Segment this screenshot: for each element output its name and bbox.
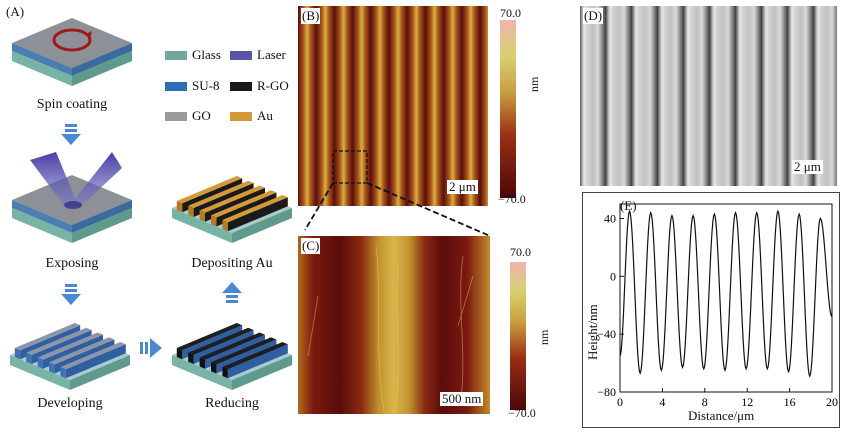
ridge-side — [227, 344, 288, 379]
spin-coating-block — [12, 18, 132, 86]
colorbar-c — [510, 262, 526, 410]
x-tick-label: 4 — [659, 395, 665, 409]
ridge-front — [211, 362, 217, 374]
x-tick-label: 8 — [702, 395, 708, 409]
ridge-top — [199, 185, 265, 213]
legend-item: Laser — [230, 47, 286, 63]
ridge-top — [26, 327, 92, 355]
ridge-top — [60, 342, 126, 370]
ridge-top — [49, 337, 115, 365]
sem-image — [580, 6, 837, 186]
ridge-top — [176, 323, 243, 351]
ridge-front — [60, 367, 66, 379]
ridge-front — [188, 205, 194, 217]
colorbar-b-max: 70.0 — [500, 6, 521, 20]
depositing-block — [172, 176, 292, 243]
x-tick-label: 16 — [784, 395, 796, 409]
ridge-front — [211, 215, 217, 227]
ridge-front — [199, 357, 205, 369]
colorbar-c-unit: nm — [537, 329, 551, 345]
arrow-down-2 — [61, 284, 81, 305]
panel-d-label: (D) — [583, 8, 604, 24]
panel-a-label: (A) — [6, 4, 25, 19]
ridge-side — [227, 197, 288, 232]
legend-swatch-glass — [165, 50, 187, 60]
height-profile-chart: 0 4 8 12 16 20 40 0 −40 −80 — [597, 203, 838, 409]
y-tick-label: 0 — [610, 269, 616, 283]
ridge-front — [222, 367, 228, 379]
panel-e-frame — [582, 192, 840, 428]
ridge-top — [14, 323, 81, 351]
ridge-front — [199, 210, 205, 222]
step-developing: Developing — [37, 396, 103, 411]
ridge-top — [188, 180, 254, 208]
afm-image-zoom — [298, 236, 490, 414]
developing-block — [10, 323, 130, 390]
legend-swatch-rgo — [230, 81, 252, 91]
legend-swatch-laser — [230, 50, 252, 60]
colorbar-b-unit: nm — [527, 76, 541, 92]
ridge-front — [14, 348, 21, 360]
ridge-front — [176, 201, 183, 213]
y-tick-label: −40 — [597, 327, 616, 341]
legend-swatch-au — [230, 111, 252, 121]
colorbar-b — [500, 20, 516, 198]
ridge-top — [222, 195, 288, 223]
ridge-top — [37, 332, 103, 360]
step-reducing: Reducing — [205, 396, 259, 411]
legend-item: Glass — [165, 47, 221, 63]
ridge-top — [176, 176, 243, 204]
legend-swatch-su8 — [165, 81, 187, 91]
panel-e-label: (E) — [620, 198, 637, 213]
ridge-top — [211, 190, 277, 218]
step-exposing: Exposing — [45, 256, 99, 271]
colorbar-b-min: −70.0 — [498, 192, 526, 206]
arrow-down-1 — [61, 124, 81, 145]
ridge-front — [188, 352, 194, 364]
y-tick-label: −80 — [597, 385, 616, 399]
step-depositing-au: Depositing Au — [191, 256, 273, 271]
ridge-front — [37, 357, 43, 369]
legend-item: SU-8 — [165, 78, 219, 94]
fabrication-diagram — [10, 18, 292, 390]
arrow-up — [222, 282, 242, 303]
ridge-top — [199, 332, 265, 360]
ridge-top — [211, 337, 277, 365]
legend-item: GO — [165, 108, 211, 124]
legend-item: Au — [230, 108, 273, 124]
plot-frame — [619, 203, 833, 393]
x-tick-label: 20 — [826, 395, 838, 409]
y-axis-label: Height/nm — [585, 304, 600, 360]
reducing-block — [172, 323, 292, 390]
scale-bar-c: 500 nm — [440, 391, 484, 406]
x-axis-label: Distance/μm — [688, 408, 755, 423]
ridge-top — [188, 327, 254, 355]
exposing-block — [12, 152, 132, 243]
scale-bar-b: 2 μm — [447, 179, 478, 194]
panel-b-label: (B) — [301, 8, 321, 24]
ridge-front — [176, 348, 183, 360]
colorbar-c-min: −70.0 — [508, 406, 536, 420]
ridge-top — [222, 342, 288, 370]
x-tick-label: 0 — [617, 395, 623, 409]
afm-image-large — [298, 6, 488, 206]
scale-bar-d: 2 μm — [792, 159, 823, 174]
step-spin-coating: Spin coating — [36, 97, 108, 112]
ridge-side — [65, 344, 126, 379]
ridge-front — [26, 352, 32, 364]
arrow-right — [140, 338, 162, 358]
ridge-front — [49, 362, 55, 374]
legend-item: R-GO — [230, 78, 289, 94]
legend-swatch-go — [165, 111, 187, 121]
series-line-height — [619, 209, 833, 378]
colorbar-c-max: 70.0 — [510, 245, 531, 259]
ridge-front — [222, 220, 228, 232]
x-tick-label: 12 — [741, 395, 753, 409]
panel-c-label: (C) — [301, 238, 321, 254]
y-tick-label: 40 — [604, 211, 616, 225]
